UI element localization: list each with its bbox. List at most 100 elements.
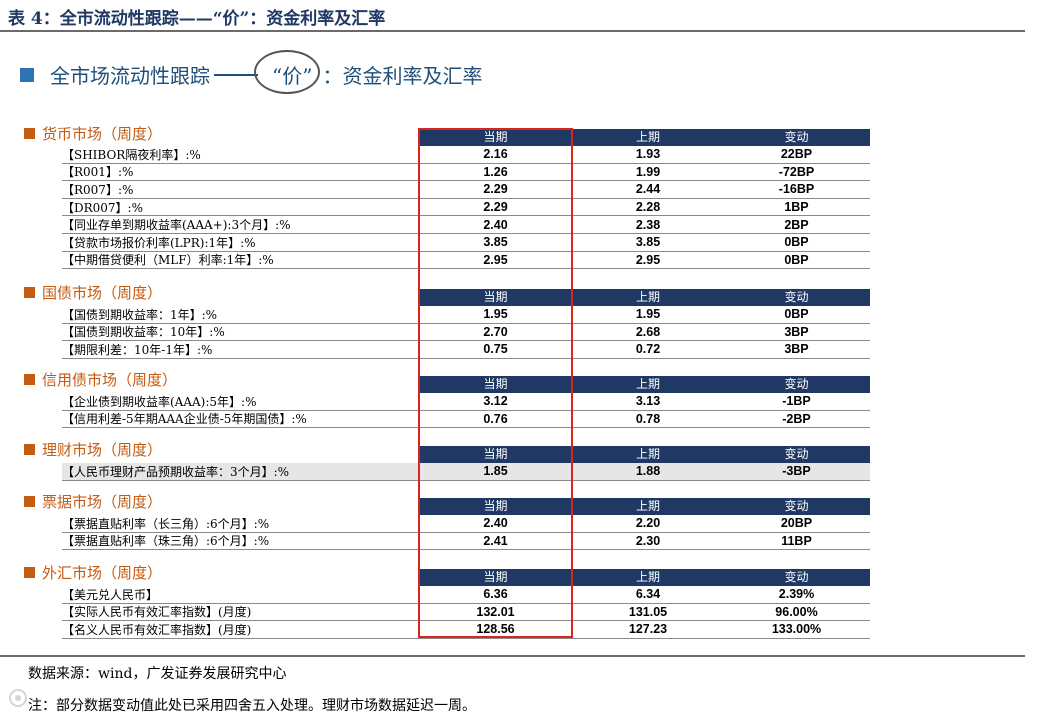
row-current: 2.40	[483, 217, 508, 232]
row-previous: 2.38	[635, 217, 661, 232]
row-change: -72BP	[778, 164, 815, 179]
header-change: 变动	[784, 570, 809, 584]
section-title-label: 信用债市场（周度）	[42, 371, 178, 389]
row-current: 132.01	[476, 604, 515, 619]
row-change: -3BP	[782, 464, 811, 479]
table-row: 【实际人民币有效汇率指数】(月度) 132.01 131.05 96.00%	[62, 604, 870, 622]
table-row: 【R001】:% 1.26 1.99 -72BP	[62, 164, 870, 182]
table-row: 【期限利差：10年-1年】:% 0.75 0.72 3BP	[62, 341, 870, 359]
row-change: 2BP	[784, 217, 809, 232]
row-current: 128.56	[476, 622, 515, 637]
heading-dash	[214, 73, 258, 76]
row-label: 【实际人民币有效汇率指数】(月度)	[62, 605, 252, 620]
row-label: 【美元兑人民币】	[62, 587, 159, 602]
row-label: 【贷款市场报价利率(LPR):1年】:%	[62, 235, 256, 250]
bottom-divider	[0, 655, 1025, 657]
row-label: 【票据直贴利率（珠三角）:6个月】:%	[62, 534, 270, 549]
header-previous: 上期	[635, 499, 660, 513]
table-header: 当期 上期 变动	[418, 289, 870, 306]
row-current: 0.76	[483, 411, 508, 426]
row-previous: 0.78	[635, 411, 661, 426]
row-change: 11BP	[781, 533, 812, 548]
section-title-wealth: 理财市场（周度）	[24, 439, 162, 460]
section-title-credit: 信用债市场（周度）	[24, 369, 177, 390]
header-current: 当期	[483, 447, 508, 461]
row-previous: 2.28	[635, 200, 661, 215]
table-header: 当期 上期 变动	[418, 569, 870, 586]
row-change: 133.00%	[771, 622, 822, 637]
table-header: 当期 上期 变动	[418, 446, 870, 463]
table-row: 【DR007】:% 2.29 2.28 1BP	[62, 199, 870, 217]
row-previous: 1.93	[635, 147, 661, 162]
row-change: 2.39%	[778, 587, 815, 602]
row-label: 【中期借贷便利（MLF）利率:1年】:%	[62, 253, 274, 268]
table-row: 【国债到期收益率：1年】:% 1.95 1.95 0BP	[62, 306, 870, 324]
row-current: 2.16	[483, 147, 508, 162]
header-change: 变动	[784, 290, 809, 304]
header-current: 当期	[483, 130, 508, 144]
header-previous: 上期	[635, 447, 660, 461]
row-current: 2.95	[483, 252, 508, 267]
row-current: 3.85	[483, 235, 508, 250]
section-title-money: 货币市场（周度）	[24, 123, 162, 144]
table-row: 【美元兑人民币】 6.36 6.34 2.39%	[62, 586, 870, 604]
row-previous: 2.95	[635, 252, 661, 267]
table-row: 【SHIBOR隔夜利率】:% 2.16 1.93 22BP	[62, 146, 870, 164]
row-label: 【同业存单到期收益率(AAA+):3个月】:%	[62, 218, 291, 233]
row-label: 【DR007】:%	[62, 200, 144, 215]
row-label: 【国债到期收益率：1年】:%	[62, 307, 218, 322]
row-change: 0BP	[784, 252, 809, 267]
row-label: 【国债到期收益率：10年】:%	[62, 325, 225, 340]
header-previous: 上期	[635, 130, 660, 144]
row-label: 【R001】:%	[62, 165, 134, 180]
table-header: 当期 上期 变动	[418, 498, 870, 515]
section-square-icon	[24, 128, 35, 139]
row-current: 0.75	[483, 342, 508, 357]
table-row: 【国债到期收益率：10年】:% 2.70 2.68 3BP	[62, 324, 870, 342]
header-previous: 上期	[635, 377, 660, 391]
table-row: 【人民币理财产品预期收益率：3个月】:% 1.85 1.88 -3BP	[62, 463, 870, 481]
row-label: 【人民币理财产品预期收益率：3个月】:%	[62, 464, 290, 479]
section-title-label: 外汇市场（周度）	[42, 564, 163, 582]
row-current: 1.85	[483, 464, 508, 479]
section-title-label: 国债市场（周度）	[42, 284, 163, 302]
row-change: 1BP	[784, 200, 809, 215]
footnote: 注：部分数据变动值此处已采用四舍五入处理。理财市场数据延迟一周。	[28, 698, 476, 714]
row-label: 【票据直贴利率（长三角）:6个月】:%	[62, 516, 270, 531]
section-square-icon	[24, 444, 35, 455]
section-title-bills: 票据市场（周度）	[24, 491, 162, 512]
table-row: 【R007】:% 2.29 2.44 -16BP	[62, 181, 870, 199]
row-current: 3.12	[483, 394, 508, 409]
row-previous: 2.20	[635, 516, 661, 531]
row-change: 0BP	[784, 235, 809, 250]
header-change: 变动	[784, 447, 809, 461]
row-change: -2BP	[782, 411, 811, 426]
row-label: 【名义人民币有效汇率指数】(月度)	[62, 622, 252, 637]
row-current: 2.41	[483, 533, 508, 548]
section-title-label: 货币市场（周度）	[42, 125, 163, 143]
row-previous: 1.99	[635, 164, 661, 179]
table-header: 当期 上期 变动	[418, 376, 870, 393]
row-previous: 1.88	[635, 464, 661, 479]
row-previous: 0.72	[635, 342, 661, 357]
table-row: 【同业存单到期收益率(AAA+):3个月】:% 2.40 2.38 2BP	[62, 216, 870, 234]
slide-heading-pre: 全市场流动性跟踪	[50, 64, 210, 88]
table-row: 【中期借贷便利（MLF）利率:1年】:% 2.95 2.95 0BP	[62, 252, 870, 270]
row-previous: 2.68	[635, 324, 661, 339]
table-row: 【票据直贴利率（珠三角）:6个月】:% 2.41 2.30 11BP	[62, 533, 870, 551]
table-row: 【贷款市场报价利率(LPR):1年】:% 3.85 3.85 0BP	[62, 234, 870, 252]
section-title-label: 理财市场（周度）	[42, 441, 163, 459]
row-label: 【期限利差：10年-1年】:%	[62, 342, 213, 357]
row-current: 2.70	[483, 324, 508, 339]
table-row: 【企业债到期收益率(AAA):5年】:% 3.12 3.13 -1BP	[62, 393, 870, 411]
section-title-treasury: 国债市场（周度）	[24, 282, 162, 303]
row-label: 【企业债到期收益率(AAA):5年】:%	[62, 394, 257, 409]
section-title-label: 票据市场（周度）	[42, 493, 163, 511]
row-change: 0BP	[784, 307, 809, 322]
header-previous: 上期	[635, 290, 660, 304]
section-square-icon	[24, 287, 35, 298]
row-previous: 127.23	[628, 622, 668, 637]
header-current: 当期	[483, 377, 508, 391]
header-change: 变动	[784, 499, 809, 513]
header-current: 当期	[483, 290, 508, 304]
